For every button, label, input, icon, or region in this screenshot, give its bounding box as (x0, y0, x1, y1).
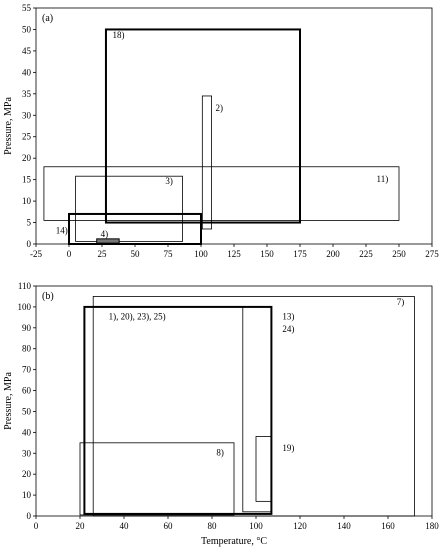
y-tick-label: 50 (22, 406, 32, 416)
y-tick-label: 10 (22, 490, 32, 500)
range-box (79, 442, 235, 516)
range-box (75, 175, 183, 242)
range-label: 8) (216, 447, 224, 457)
y-tick-label: 15 (22, 175, 32, 185)
y-tick-label: 45 (22, 46, 32, 56)
x-tick-label: -25 (30, 249, 42, 259)
x-tick-label: 75 (164, 249, 174, 259)
panel-label: (b) (42, 291, 54, 302)
range-box (201, 95, 212, 230)
range-label: 11) (377, 174, 389, 184)
y-tick-label: 110 (18, 281, 32, 291)
range-label: 24) (282, 324, 294, 334)
panel-label: (a) (42, 13, 53, 24)
range-box (83, 305, 273, 515)
x-tick-label: 250 (392, 249, 406, 259)
y-axis-label: Pressure, MPa (3, 372, 14, 430)
y-tick-label: 0 (27, 511, 32, 521)
y-tick-label: 30 (22, 110, 32, 120)
y-tick-label: 40 (22, 427, 32, 437)
x-tick-label: 225 (359, 249, 373, 259)
range-box (242, 306, 272, 513)
y-tick-label: 30 (22, 448, 32, 458)
x-tick-label: 200 (326, 249, 340, 259)
range-box (255, 436, 272, 502)
y-axis-label: Pressure, MPa (3, 97, 14, 155)
y-tick-label: 90 (22, 323, 32, 333)
range-label: 4) (101, 229, 109, 239)
range-box (43, 166, 400, 221)
y-tick-label: 5 (27, 218, 32, 228)
range-box (92, 296, 415, 517)
x-tick-label: 125 (227, 249, 241, 259)
y-tick-label: 20 (22, 153, 32, 163)
range-label: 1), 20), 23), 25) (109, 311, 166, 321)
y-tick-label: 60 (22, 386, 32, 396)
range-label: 18) (113, 30, 125, 40)
x-tick-label: 60 (164, 521, 174, 531)
y-tick-label: 80 (22, 344, 32, 354)
x-tick-label: 50 (131, 249, 141, 259)
y-tick-label: 100 (18, 302, 32, 312)
x-tick-label: 100 (249, 521, 263, 531)
range-label: 2) (216, 103, 224, 113)
x-tick-label: 20 (76, 521, 86, 531)
range-label: 19) (282, 443, 294, 453)
y-tick-label: 35 (22, 89, 32, 99)
x-tick-label: 175 (293, 249, 307, 259)
x-tick-label: 160 (381, 521, 395, 531)
y-tick-label: 20 (22, 469, 32, 479)
range-label: 7) (397, 297, 405, 307)
x-tick-label: 80 (208, 521, 218, 531)
x-tick-label: 140 (337, 521, 351, 531)
y-tick-label: 40 (22, 67, 32, 77)
range-box (68, 212, 202, 246)
y-tick-label: 10 (22, 196, 32, 206)
y-tick-label: 70 (22, 365, 32, 375)
x-axis-label: Temperature, °C (201, 536, 267, 547)
x-tick-label: 100 (194, 249, 208, 259)
y-tick-label: 50 (22, 24, 32, 34)
y-tick-label: 55 (22, 3, 32, 13)
y-tick-label: 0 (27, 239, 32, 249)
range-box (104, 28, 301, 224)
x-tick-label: 0 (67, 249, 72, 259)
y-tick-label: 25 (22, 132, 32, 142)
x-tick-label: 40 (120, 521, 130, 531)
range-box (96, 238, 120, 244)
panel-b: 0 10 20 30 40 50 60 70 80 90 100 110 0 20 40 60 80 100 120… (3, 281, 439, 547)
x-tick-label: 120 (293, 521, 307, 531)
x-tick-label: 0 (34, 521, 39, 531)
x-tick-label: 150 (260, 249, 274, 259)
x-tick-label: 180 (425, 521, 439, 531)
range-label: 13) (282, 311, 294, 321)
x-tick-label: 25 (98, 249, 108, 259)
x-tick-label: 275 (425, 249, 439, 259)
range-label: 3) (165, 176, 173, 186)
plot-frame (35, 7, 433, 245)
range-label: 14) (56, 225, 68, 235)
